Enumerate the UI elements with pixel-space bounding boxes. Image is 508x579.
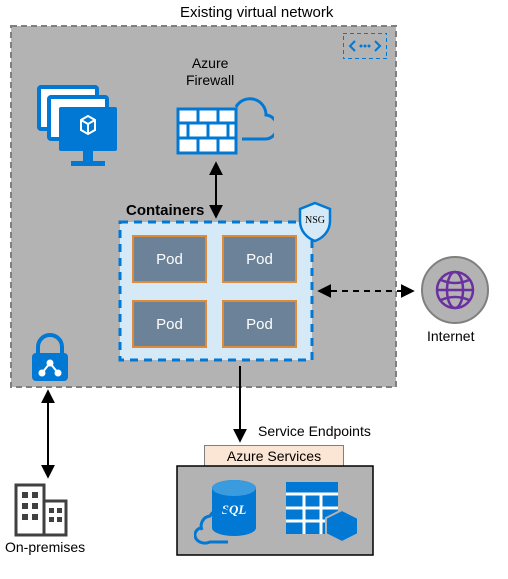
arrows bbox=[0, 0, 508, 579]
